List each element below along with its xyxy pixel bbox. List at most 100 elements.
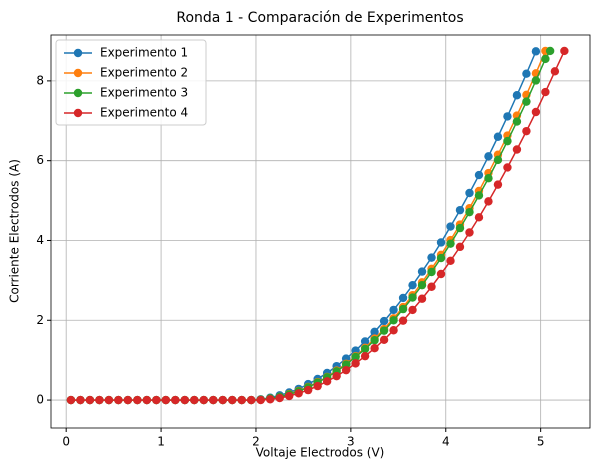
data-point [512, 145, 522, 154]
data-point [123, 395, 133, 405]
data-point [76, 395, 85, 405]
y-tick-label: 0 [36, 393, 44, 407]
data-point [256, 395, 265, 405]
data-point [465, 188, 474, 198]
data-point [332, 371, 341, 381]
data-point [531, 76, 541, 85]
data-point [209, 395, 218, 405]
data-point [522, 126, 531, 136]
legend-label: Experimento 4 [100, 106, 188, 120]
data-point [455, 205, 465, 215]
data-point [370, 336, 379, 345]
data-point [389, 316, 398, 325]
data-point [493, 155, 503, 165]
x-tick-label: 5 [537, 435, 545, 449]
legend-marker [73, 48, 83, 58]
data-point [247, 395, 256, 405]
data-point [237, 395, 246, 405]
data-point [427, 253, 436, 262]
y-tick-label: 6 [36, 153, 44, 167]
data-point [417, 280, 427, 290]
data-point [465, 228, 474, 237]
data-point [541, 87, 550, 97]
data-point [95, 395, 104, 405]
x-tick-label: 2 [252, 435, 260, 449]
legend-box [55, 39, 207, 126]
data-point [322, 377, 332, 386]
data-point [484, 197, 493, 206]
data-point [408, 280, 417, 290]
data-point [379, 316, 389, 326]
data-point [379, 335, 389, 345]
data-point [512, 117, 522, 126]
data-point [503, 163, 512, 172]
data-point [398, 293, 408, 303]
data-point [351, 359, 360, 368]
legend-marker [73, 108, 83, 118]
data-point [455, 242, 465, 252]
data-point [484, 152, 493, 161]
data-point [398, 316, 408, 325]
data-point [427, 267, 436, 277]
data-point [503, 112, 512, 121]
data-point [455, 223, 465, 233]
data-point [545, 46, 555, 56]
data-point [436, 253, 446, 263]
data-point [190, 395, 199, 405]
data-point [85, 395, 95, 405]
legend-marker [73, 88, 83, 98]
y-tick-label: 4 [36, 233, 44, 247]
data-point [446, 222, 455, 231]
data-point [360, 344, 370, 354]
x-tick-label: 1 [157, 435, 165, 449]
data-point [560, 46, 569, 56]
x-axis-label: Voltaje Electrodos (V) [256, 446, 385, 460]
data-point [398, 304, 408, 314]
y-tick-label: 2 [36, 313, 44, 327]
data-point [522, 69, 531, 78]
data-point [446, 239, 455, 248]
data-point [522, 97, 531, 106]
data-point [133, 395, 142, 405]
data-point [389, 305, 398, 315]
data-point [417, 267, 427, 276]
data-point [389, 326, 398, 335]
data-point [484, 174, 493, 183]
data-point [436, 269, 446, 279]
data-point [152, 395, 161, 405]
data-point [493, 132, 503, 141]
data-point [465, 207, 474, 217]
data-point [294, 389, 303, 398]
plot-frame [50, 34, 591, 429]
data-point [436, 238, 446, 247]
data-point [284, 391, 294, 401]
x-tick-label: 3 [347, 435, 355, 449]
x-tick-label: 0 [62, 435, 70, 449]
legend-label: Experimento 1 [100, 46, 188, 60]
chart-title: Ronda 1 - Comparación de Experimentos [176, 10, 463, 26]
data-point [142, 395, 152, 405]
data-point [541, 54, 550, 64]
y-axis-label: Corriente Electrodos (A) [8, 159, 22, 303]
data-point [531, 107, 541, 117]
data-point [66, 395, 76, 405]
data-point [550, 67, 560, 76]
data-point [171, 395, 180, 405]
legend-label: Experimento 3 [100, 86, 188, 100]
data-point [303, 385, 313, 395]
data-point [408, 293, 417, 302]
data-point [360, 351, 370, 361]
data-point [370, 327, 379, 337]
data-point [379, 326, 389, 335]
legend-marker [73, 68, 83, 78]
x-tick-label: 4 [442, 435, 450, 449]
data-point [360, 337, 370, 346]
data-point [228, 395, 237, 405]
y-tick-label: 8 [36, 73, 44, 87]
data-point [531, 47, 541, 56]
data-point [313, 381, 322, 391]
data-point [493, 180, 503, 189]
data-point [351, 352, 360, 362]
